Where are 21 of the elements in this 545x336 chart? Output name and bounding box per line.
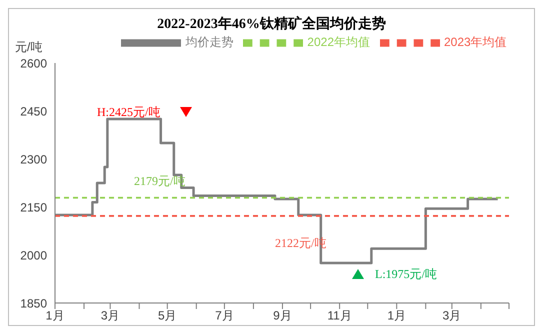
y-tick-label: 1850 — [20, 296, 48, 310]
y-tick-label: 2150 — [20, 200, 48, 214]
legend-label: 2023年均值 — [444, 35, 507, 50]
x-tick-label: 3月 — [442, 308, 462, 323]
chart-title: 2022-2023年46%钛精矿全国均价走势 — [156, 15, 387, 33]
legend-label: 均价走势 — [185, 35, 234, 50]
annotation: H:2425元/吨 — [97, 104, 160, 121]
x-tick-label: 1月 — [46, 308, 64, 323]
y-tick-label: 2600 — [20, 56, 48, 70]
text: 2022年均值 — [307, 35, 370, 50]
x-tick-label: 1月 — [387, 308, 406, 323]
x-tick-label: 5月 — [158, 308, 177, 323]
x-tick-label: 11月 — [327, 308, 352, 323]
x-tick-label: 7月 — [215, 308, 234, 323]
y-tick-label: 2300 — [20, 152, 48, 166]
y-tick-label: 2450 — [20, 104, 48, 118]
y-tick-label: 2000 — [20, 248, 48, 262]
x-tick-label: 9月 — [273, 308, 292, 323]
x-tick-label: 3月 — [100, 308, 120, 323]
y-axis-title: 元/吨 — [15, 39, 42, 56]
annotation: L:1975元/吨 — [375, 266, 437, 283]
